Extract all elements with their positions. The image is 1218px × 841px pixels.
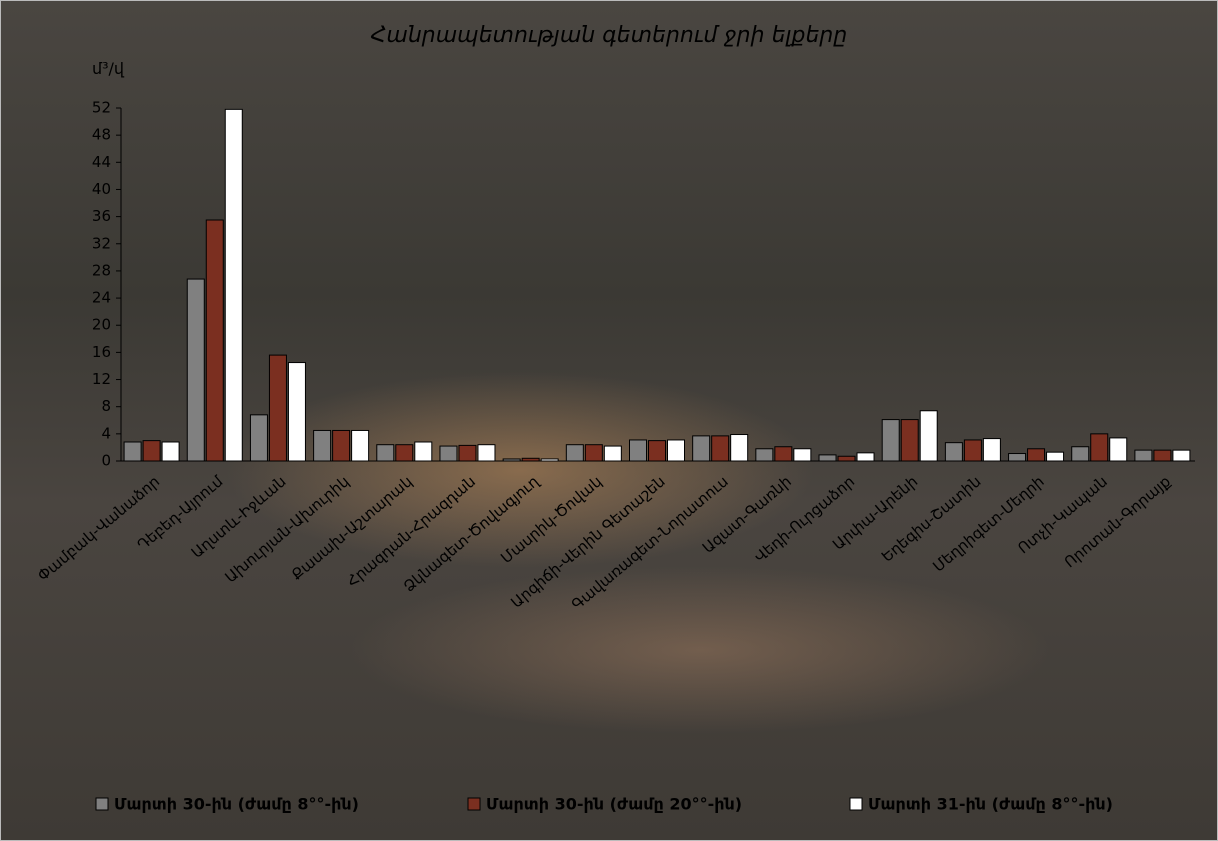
y-tick-label: 40: [92, 180, 111, 198]
y-tick-label: 24: [92, 289, 111, 307]
bar: [603, 445, 622, 462]
bar: [287, 362, 306, 462]
x-tick-label: Ախուրյան-Ախուրիկ: [222, 472, 353, 586]
bar: [313, 429, 332, 462]
bar: [477, 444, 496, 462]
bar: [1109, 437, 1128, 462]
bar: [1134, 449, 1153, 462]
bar: [1046, 451, 1065, 462]
bar: [584, 444, 603, 462]
bar: [667, 439, 685, 462]
x-tick-label: Քասախ-Աշտարակ: [288, 472, 416, 584]
chart-title: Հանրապետության գետերում ջրի ելքերը: [371, 23, 848, 48]
bar: [224, 108, 243, 462]
bar: [1008, 453, 1027, 462]
legend-label: Մարտի 30-ին (ժամը 20°°-ին): [486, 795, 742, 814]
bar: [919, 410, 938, 462]
bar: [818, 454, 837, 462]
bar: [692, 435, 711, 462]
y-tick-label: 44: [92, 153, 111, 171]
bar: [1172, 449, 1191, 462]
bar: [458, 444, 477, 462]
y-tick-label: 8: [101, 397, 111, 415]
bar: [881, 419, 900, 462]
bar: [755, 448, 774, 462]
x-tick-label: Փամբակ-Վանաձոր: [34, 472, 163, 584]
bar: [982, 438, 1001, 462]
bar: [123, 441, 142, 462]
bar: [351, 429, 370, 462]
bar: [376, 444, 395, 462]
bar: [186, 278, 205, 462]
bar: [1027, 448, 1046, 462]
y-axis-label: մ³/վ: [92, 59, 125, 78]
legend-swatch: [849, 797, 863, 811]
bar: [856, 452, 875, 462]
x-tick-label: Մեղրիգետ-Մեղրի: [929, 472, 1047, 575]
bar: [565, 444, 584, 462]
y-tick-label: 48: [92, 126, 111, 144]
bar: [439, 445, 458, 462]
bar: [900, 419, 919, 462]
legend-swatch: [467, 797, 481, 811]
y-tick-label: 28: [92, 261, 111, 279]
bar: [395, 444, 414, 462]
bar: [793, 448, 812, 462]
bar: [730, 434, 749, 462]
bar: [711, 435, 730, 462]
legend-label: Մարտի 31-ին (ժամը 8°°-ին): [868, 795, 1113, 814]
bar: [1071, 446, 1090, 462]
bar: [629, 439, 647, 462]
bar: [774, 446, 793, 462]
y-tick-label: 52: [92, 99, 111, 117]
bar: [963, 439, 982, 462]
y-tick-label: 32: [92, 234, 111, 252]
bar: [414, 441, 433, 462]
bar: [205, 219, 224, 462]
bar: [1153, 449, 1172, 462]
bar: [332, 429, 351, 462]
y-tick-label: 4: [101, 424, 111, 442]
bar: [268, 354, 287, 462]
y-tick-label: 20: [92, 316, 111, 334]
bar: [1090, 433, 1109, 462]
y-tick-label: 36: [92, 207, 111, 225]
legend-swatch: [95, 797, 109, 811]
bar: [837, 455, 856, 462]
x-tick-label: Որոտան-Գորայք: [1061, 472, 1174, 571]
y-tick-label: 16: [92, 343, 111, 361]
bar: [944, 442, 963, 462]
legend-label: Մարտի 30-ին (ժամը 8°°-ին): [114, 795, 359, 814]
bar: [142, 440, 161, 462]
bar: [648, 440, 666, 462]
bar: [249, 414, 268, 462]
y-tick-label: 0: [101, 452, 111, 470]
bar: [161, 441, 180, 462]
y-tick-label: 12: [92, 370, 111, 388]
